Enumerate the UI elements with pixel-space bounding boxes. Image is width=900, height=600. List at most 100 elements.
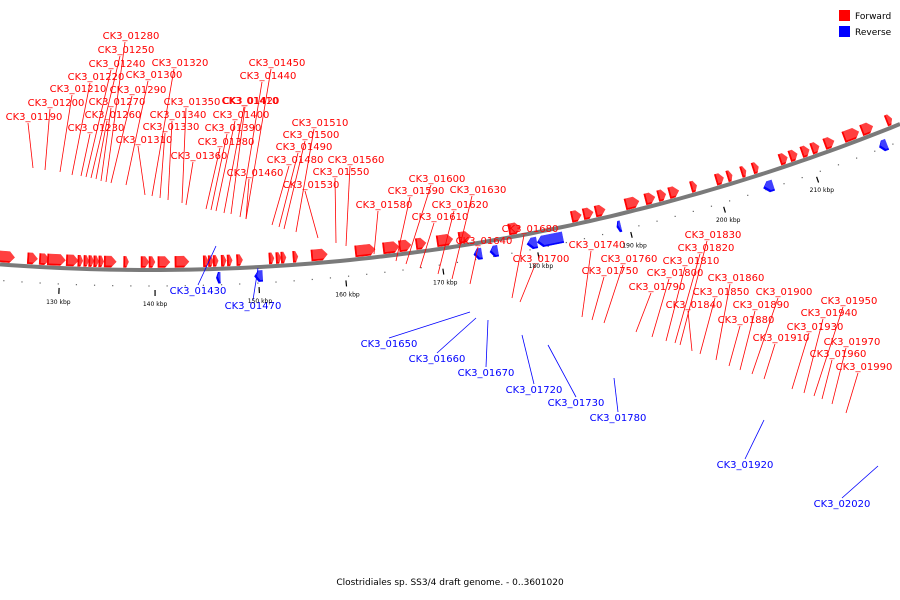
forward-gene-label[interactable]: CK3_01420: [223, 96, 280, 107]
forward-gene-label[interactable]: CK3_01750: [582, 266, 639, 277]
leader-line: [252, 267, 259, 301]
forward-gene-label[interactable]: CK3_01800: [647, 268, 704, 279]
forward-gene-label[interactable]: CK3_01440: [240, 71, 297, 82]
forward-gene-label[interactable]: CK3_01860: [708, 273, 765, 284]
minor-tick: [529, 249, 531, 251]
forward-gene-label[interactable]: CK3_01410: [222, 96, 279, 107]
forward-gene-label[interactable]: CK3_01530: [283, 180, 340, 191]
leader-line: [185, 161, 194, 206]
leader-line: [419, 222, 435, 269]
forward-gene-label[interactable]: CK3_01840: [666, 300, 723, 311]
forward-gene-label[interactable]: CK3_01220: [68, 72, 125, 83]
forward-gene-label[interactable]: CK3_01950: [821, 296, 878, 307]
minor-tick: [747, 194, 749, 196]
forward-gene-label[interactable]: CK3_01820: [678, 243, 735, 254]
forward-gene-label[interactable]: CK3_01940: [801, 308, 858, 319]
forward-gene-label[interactable]: CK3_01330: [143, 122, 200, 133]
leader-line: [613, 377, 619, 413]
forward-gene-arrow: [435, 232, 454, 248]
reverse-gene-label[interactable]: CK3_01470: [225, 301, 282, 312]
reverse-gene-label[interactable]: CK3_01650: [361, 339, 418, 350]
leader-line: [791, 332, 810, 390]
forward-gene-label[interactable]: CK3_01740: [569, 240, 626, 251]
reverse-gene-label[interactable]: CK3_01730: [548, 398, 605, 409]
reverse-gene-label[interactable]: CK3_01660: [409, 354, 466, 365]
minor-tick: [3, 280, 5, 282]
legend-swatch: [839, 10, 850, 21]
forward-gene-label[interactable]: CK3_01490: [276, 142, 333, 153]
forward-gene-label[interactable]: CK3_01390: [205, 123, 262, 134]
forward-gene-label[interactable]: CK3_01350: [164, 97, 221, 108]
forward-gene-label[interactable]: CK3_01550: [313, 167, 370, 178]
forward-gene-label[interactable]: CK3_01560: [328, 155, 385, 166]
forward-gene-label[interactable]: CK3_01340: [150, 110, 207, 121]
forward-gene-label[interactable]: CK3_01640: [456, 236, 513, 247]
forward-gene-label[interactable]: CK3_01200: [28, 98, 85, 109]
forward-gene-label[interactable]: CK3_01700: [513, 254, 570, 265]
forward-gene-arrow: [569, 208, 583, 223]
forward-gene-label[interactable]: CK3_01930: [787, 322, 844, 333]
forward-gene-arrow: [822, 135, 835, 150]
forward-gene-arrow: [292, 249, 300, 263]
forward-gene-label[interactable]: CK3_01900: [756, 287, 813, 298]
forward-gene-label[interactable]: CK3_01210: [50, 84, 107, 95]
forward-gene-label[interactable]: CK3_01500: [283, 130, 340, 141]
forward-gene-label[interactable]: CK3_01600: [409, 174, 466, 185]
forward-gene-arrow: [140, 254, 151, 268]
forward-gene-label[interactable]: CK3_01380: [198, 137, 255, 148]
forward-gene-label[interactable]: CK3_01230: [68, 123, 125, 134]
leader-line: [679, 240, 708, 346]
forward-gene-label[interactable]: CK3_01320: [152, 58, 209, 69]
forward-gene-label[interactable]: CK3_01630: [450, 185, 507, 196]
forward-gene-label[interactable]: CK3_01610: [412, 212, 469, 223]
leader-line: [71, 82, 91, 176]
forward-gene-label[interactable]: CK3_01290: [110, 85, 167, 96]
forward-gene-label[interactable]: CK3_01760: [601, 254, 658, 265]
forward-gene-label[interactable]: CK3_01280: [103, 31, 160, 42]
forward-gene-label[interactable]: CK3_01480: [267, 155, 324, 166]
forward-gene-arrow: [777, 151, 789, 166]
forward-gene-label[interactable]: CK3_01450: [249, 58, 306, 69]
forward-gene-label[interactable]: CK3_01850: [693, 287, 750, 298]
leader-line: [715, 283, 731, 361]
forward-gene-label[interactable]: CK3_01680: [502, 224, 559, 235]
leader-line: [651, 278, 670, 338]
forward-gene-label[interactable]: CK3_01910: [753, 333, 810, 344]
forward-gene-arrow: [581, 206, 595, 220]
forward-gene-label[interactable]: CK3_01310: [116, 135, 173, 146]
forward-gene-label[interactable]: CK3_01620: [432, 200, 489, 211]
forward-gene-label[interactable]: CK3_01810: [663, 256, 720, 267]
reverse-gene-label[interactable]: CK3_01920: [717, 460, 774, 471]
reverse-gene-label[interactable]: CK3_01670: [458, 368, 515, 379]
reverse-gene-label[interactable]: CK3_01430: [170, 286, 227, 297]
forward-gene-label[interactable]: CK3_01960: [810, 349, 867, 360]
forward-gene-label[interactable]: CK3_01880: [718, 315, 775, 326]
forward-gene-label[interactable]: CK3_01250: [98, 45, 155, 56]
forward-gene-label[interactable]: CK3_01460: [227, 168, 284, 179]
forward-gene-label[interactable]: CK3_01590: [388, 186, 445, 197]
leader-line: [215, 120, 236, 212]
forward-gene-label[interactable]: CK3_01990: [836, 362, 893, 373]
reverse-gene-label[interactable]: CK3_01780: [590, 413, 647, 424]
forward-gene-arrow: [725, 168, 734, 183]
forward-gene-label[interactable]: CK3_01830: [685, 230, 742, 241]
forward-gene-label[interactable]: CK3_01790: [629, 282, 686, 293]
forward-gene-label[interactable]: CK3_01300: [126, 70, 183, 81]
forward-gene-label[interactable]: CK3_01190: [6, 112, 63, 123]
reverse-gene-label[interactable]: CK3_02020: [814, 499, 871, 510]
forward-gene-label[interactable]: CK3_01970: [824, 337, 881, 348]
forward-gene-label[interactable]: CK3_01360: [171, 151, 228, 162]
minor-tick: [112, 285, 114, 287]
forward-gene-label[interactable]: CK3_01270: [89, 97, 146, 108]
kbp-label: 150 kbp: [248, 298, 273, 305]
forward-gene-label[interactable]: CK3_01580: [356, 200, 413, 211]
reverse-gene-label[interactable]: CK3_01720: [506, 385, 563, 396]
minor-tick: [692, 210, 694, 213]
minor-tick: [130, 285, 132, 287]
forward-gene-label[interactable]: CK3_01400: [213, 110, 270, 121]
forward-gene-label[interactable]: CK3_01510: [292, 118, 349, 129]
forward-gene-label[interactable]: CK3_01890: [733, 300, 790, 311]
forward-gene-label[interactable]: CK3_01240: [89, 59, 146, 70]
leader-line: [125, 80, 149, 186]
forward-gene-label[interactable]: CK3_01260: [85, 110, 142, 121]
